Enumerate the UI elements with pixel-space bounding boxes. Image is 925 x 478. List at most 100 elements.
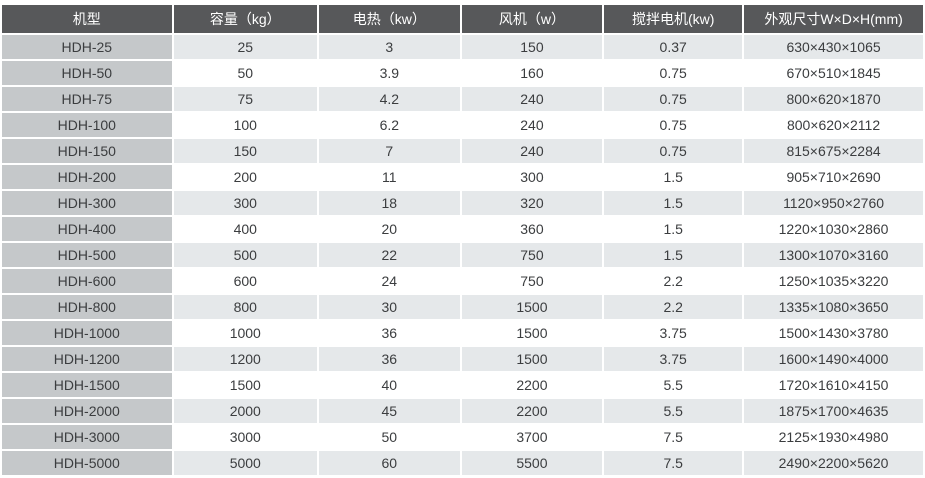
cell-capacity: 200 (171, 163, 319, 191)
cell-heating: 3 (316, 33, 462, 61)
table-row: HDH-25 25 3 150 0.37 630×430×1065 (0, 33, 925, 61)
table-row: HDH-600 600 24 750 2.2 1250×1035×3220 (0, 267, 925, 295)
cell-dimensions: 1500×1430×3780 (742, 319, 925, 347)
cell-heating: 7 (316, 137, 462, 165)
cell-model: HDH-50 (0, 59, 174, 87)
cell-model: HDH-300 (0, 189, 174, 217)
table-row: HDH-1000 1000 36 1500 3.75 1500×1430×3780 (0, 319, 925, 347)
cell-fan: 160 (459, 59, 605, 87)
cell-capacity: 600 (171, 267, 319, 295)
cell-motor: 0.75 (602, 111, 745, 139)
header-cell-capacity: 容量（kg） (171, 3, 319, 35)
cell-fan: 150 (459, 33, 605, 61)
table-row: HDH-100 100 6.2 240 0.75 800×620×2112 (0, 111, 925, 139)
cell-motor: 5.5 (602, 397, 745, 425)
cell-capacity: 1500 (171, 371, 319, 399)
cell-heating: 50 (316, 423, 462, 451)
cell-dimensions: 2125×1930×4980 (742, 423, 925, 451)
cell-heating: 4.2 (316, 85, 462, 113)
cell-dimensions: 905×710×2690 (742, 163, 925, 191)
table-row: HDH-50 50 3.9 160 0.75 670×510×1845 (0, 59, 925, 87)
cell-fan: 5500 (459, 449, 605, 477)
cell-fan: 360 (459, 215, 605, 243)
cell-motor: 0.75 (602, 85, 745, 113)
cell-motor: 0.75 (602, 59, 745, 87)
cell-motor: 2.2 (602, 267, 745, 295)
cell-heating: 30 (316, 293, 462, 321)
table-row: HDH-2000 2000 45 2200 5.5 1875×1700×4635 (0, 397, 925, 425)
cell-model: HDH-1200 (0, 345, 174, 373)
cell-capacity: 400 (171, 215, 319, 243)
header-cell-fan: 风机（w） (459, 3, 605, 35)
cell-motor: 1.5 (602, 215, 745, 243)
cell-motor: 1.5 (602, 241, 745, 269)
cell-model: HDH-100 (0, 111, 174, 139)
cell-fan: 1500 (459, 319, 605, 347)
cell-dimensions: 630×430×1065 (742, 33, 925, 61)
cell-fan: 320 (459, 189, 605, 217)
table-row: HDH-500 500 22 750 1.5 1300×1070×3160 (0, 241, 925, 269)
header-cell-model: 机型 (0, 3, 174, 35)
cell-motor: 1.5 (602, 189, 745, 217)
cell-capacity: 3000 (171, 423, 319, 451)
cell-heating: 60 (316, 449, 462, 477)
cell-heating: 40 (316, 371, 462, 399)
cell-fan: 750 (459, 267, 605, 295)
cell-fan: 240 (459, 111, 605, 139)
cell-heating: 22 (316, 241, 462, 269)
header-cell-heating: 电热（kw） (316, 3, 462, 35)
table-row: HDH-75 75 4.2 240 0.75 800×620×1870 (0, 85, 925, 113)
cell-capacity: 50 (171, 59, 319, 87)
cell-dimensions: 1720×1610×4150 (742, 371, 925, 399)
cell-fan: 3700 (459, 423, 605, 451)
table-row: HDH-300 300 18 320 1.5 1120×950×2760 (0, 189, 925, 217)
cell-fan: 1500 (459, 345, 605, 373)
cell-motor: 0.37 (602, 33, 745, 61)
cell-fan: 2200 (459, 371, 605, 399)
cell-capacity: 25 (171, 33, 319, 61)
cell-heating: 45 (316, 397, 462, 425)
cell-model: HDH-400 (0, 215, 174, 243)
cell-model: HDH-25 (0, 33, 174, 61)
cell-motor: 0.75 (602, 137, 745, 165)
cell-heating: 3.9 (316, 59, 462, 87)
header-row: 机型 容量（kg） 电热（kw） 风机（w） 搅拌电机(kw) 外观尺寸W×D×… (0, 3, 925, 35)
cell-dimensions: 1600×1490×4000 (742, 345, 925, 373)
cell-fan: 240 (459, 85, 605, 113)
cell-model: HDH-3000 (0, 423, 174, 451)
spec-table-body: HDH-25 25 3 150 0.37 630×430×1065 HDH-50 50 3.9 1… (0, 33, 925, 477)
cell-fan: 1500 (459, 293, 605, 321)
cell-model: HDH-150 (0, 137, 174, 165)
table-row: HDH-1500 1500 40 2200 5.5 1720×1610×4150 (0, 371, 925, 399)
cell-heating: 18 (316, 189, 462, 217)
cell-fan: 750 (459, 241, 605, 269)
table-row: HDH-3000 3000 50 3700 7.5 2125×1930×4980 (0, 423, 925, 451)
table-row: HDH-400 400 20 360 1.5 1220×1030×2860 (0, 215, 925, 243)
cell-capacity: 2000 (171, 397, 319, 425)
cell-capacity: 800 (171, 293, 319, 321)
cell-dimensions: 800×620×1870 (742, 85, 925, 113)
spec-table: 机型 容量（kg） 电热（kw） 风机（w） 搅拌电机(kw) 外观尺寸W×D×… (0, 3, 925, 477)
cell-capacity: 1000 (171, 319, 319, 347)
cell-heating: 11 (316, 163, 462, 191)
cell-heating: 6.2 (316, 111, 462, 139)
cell-capacity: 1200 (171, 345, 319, 373)
cell-model: HDH-75 (0, 85, 174, 113)
table-row: HDH-5000 5000 60 5500 7.5 2490×2200×5620 (0, 449, 925, 477)
header-cell-dimensions: 外观尺寸W×D×H(mm) (742, 3, 925, 35)
cell-model: HDH-1000 (0, 319, 174, 347)
cell-dimensions: 1300×1070×3160 (742, 241, 925, 269)
cell-dimensions: 2490×2200×5620 (742, 449, 925, 477)
cell-capacity: 100 (171, 111, 319, 139)
cell-dimensions: 1335×1080×3650 (742, 293, 925, 321)
cell-model: HDH-600 (0, 267, 174, 295)
table-row: HDH-150 150 7 240 0.75 815×675×2284 (0, 137, 925, 165)
cell-model: HDH-5000 (0, 449, 174, 477)
cell-model: HDH-800 (0, 293, 174, 321)
cell-motor: 5.5 (602, 371, 745, 399)
cell-capacity: 150 (171, 137, 319, 165)
cell-capacity: 75 (171, 85, 319, 113)
cell-fan: 300 (459, 163, 605, 191)
cell-dimensions: 815×675×2284 (742, 137, 925, 165)
